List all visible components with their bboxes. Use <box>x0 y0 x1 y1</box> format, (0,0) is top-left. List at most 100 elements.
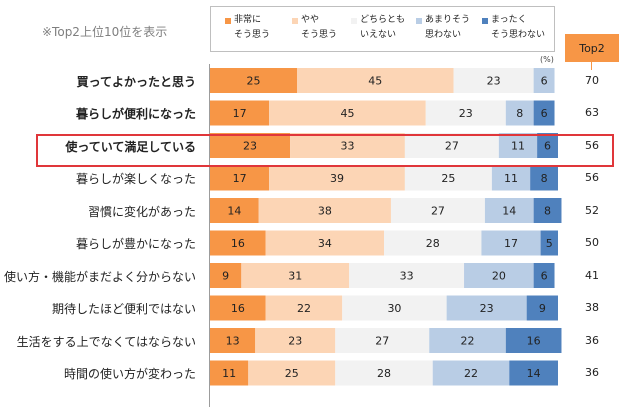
bar-segment <box>210 133 291 158</box>
bar-data-label: 16 <box>231 302 245 315</box>
bar-data-label: 31 <box>288 270 302 283</box>
bar-segment <box>241 263 350 288</box>
top2-value: 63 <box>585 106 599 119</box>
bar-data-label: 45 <box>340 107 354 120</box>
bar-data-label: 20 <box>492 270 506 283</box>
category-label: 生活をする上でなくてはならない <box>16 334 196 349</box>
top2-header-badge: Top2 <box>565 34 619 62</box>
bar-data-label: 25 <box>285 367 299 380</box>
top2-value: 38 <box>585 301 599 314</box>
bar-segment <box>491 165 531 191</box>
bar-data-label: 25 <box>247 75 261 88</box>
top2-header-connector <box>591 62 592 70</box>
legend-swatch <box>225 18 231 24</box>
bar-data-label: 6 <box>544 140 551 153</box>
bar-data-label: 5 <box>546 237 553 250</box>
bar-segment <box>481 230 541 256</box>
bar-segment <box>269 100 426 126</box>
bar-segment <box>533 263 555 288</box>
bar-segment <box>265 230 384 256</box>
bar-data-label: 6 <box>541 270 548 283</box>
bar-data-label: 34 <box>318 237 332 250</box>
bar-segment <box>210 328 256 353</box>
bar-data-label: 28 <box>426 237 440 250</box>
bar-data-label: 9 <box>222 270 229 283</box>
bar-data-label: 39 <box>330 172 344 185</box>
legend-label: どちらとも いえない <box>360 15 406 40</box>
bar-data-label: 11 <box>511 140 525 153</box>
bar-segment <box>297 68 454 93</box>
legend-label: 非常に そう思う <box>234 15 271 40</box>
bar-data-label: 38 <box>318 205 332 218</box>
bar-segment <box>537 133 558 158</box>
legend-swatch <box>416 18 422 24</box>
bar-data-label: 17 <box>233 172 247 185</box>
legend-label: まったく そう思わない <box>491 15 546 40</box>
bar-segment <box>210 165 270 191</box>
bar-data-label: 33 <box>400 270 414 283</box>
bar-segment <box>464 263 534 288</box>
category-label: 使い方・機能がまだよく分からない <box>3 269 196 284</box>
category-label: 暮らしが豊かになった <box>75 237 196 251</box>
category-label: 使っていて満足している <box>65 139 196 154</box>
bar-segment <box>210 230 266 256</box>
category-label: 時間の使い方が変わった <box>63 367 196 381</box>
bar-segment <box>446 295 527 321</box>
bar-segment <box>505 100 534 126</box>
bar-segment <box>509 360 558 386</box>
bar-segment <box>505 328 562 353</box>
bar-data-label: 13 <box>226 335 240 348</box>
bar-segment <box>530 165 558 191</box>
bar-segment <box>335 360 433 386</box>
bar-data-label: 8 <box>516 107 523 120</box>
category-label: 暮らしが便利になった <box>75 107 196 121</box>
bar-segment <box>290 133 405 158</box>
bar-data-label: 22 <box>464 367 478 380</box>
top2-value: 41 <box>585 268 599 282</box>
bar-segment <box>258 198 391 223</box>
bar-data-label: 22 <box>461 335 475 348</box>
bar-segment <box>425 100 506 126</box>
legend-label: あまりそう 思わない <box>425 15 471 40</box>
bar-segment <box>533 100 555 126</box>
bar-data-label: 27 <box>375 335 389 348</box>
bar-data-label: 45 <box>368 75 382 88</box>
category-label: 買ってよかったと思う <box>76 74 196 89</box>
bar-segment <box>533 68 555 93</box>
top2-value: 36 <box>585 366 599 379</box>
bar-data-label: 17 <box>233 107 247 120</box>
bar-segment <box>390 198 485 223</box>
bar-segment <box>210 295 266 321</box>
bar-data-label: 23 <box>243 140 257 153</box>
bar-data-label: 8 <box>541 172 548 185</box>
bar-segment <box>526 295 558 321</box>
bar-segment <box>429 328 506 353</box>
bar-data-label: 6 <box>541 75 548 88</box>
top2-value: 52 <box>585 203 599 217</box>
bar-data-label: 33 <box>340 140 354 153</box>
bar-segment <box>210 198 259 223</box>
legend-swatch <box>351 18 357 24</box>
top2-value: 36 <box>585 333 599 347</box>
category-label: 習慣に変化があった <box>87 204 196 219</box>
bar-segment <box>432 360 510 386</box>
bar-segment <box>210 360 249 386</box>
bar-segment <box>335 328 430 353</box>
bar-segment <box>498 133 538 158</box>
bar-data-label: 23 <box>480 302 494 315</box>
bar-data-label: 6 <box>541 107 548 120</box>
bar-data-label: 11 <box>222 367 236 380</box>
bar-data-label: 23 <box>487 75 501 88</box>
bar-segment <box>533 198 562 223</box>
bar-segment <box>484 198 534 223</box>
note-text: ※Top2上位10位を表示 <box>42 25 168 39</box>
bar-data-label: 9 <box>539 302 546 315</box>
bar-segment <box>453 68 534 93</box>
bar-data-label: 14 <box>527 367 541 380</box>
bar-segment <box>210 263 242 288</box>
legend-label: やや そう思う <box>301 15 338 40</box>
bar-data-label: 8 <box>544 205 551 218</box>
bar-data-label: 27 <box>431 205 445 218</box>
category-axis-line <box>209 64 210 407</box>
